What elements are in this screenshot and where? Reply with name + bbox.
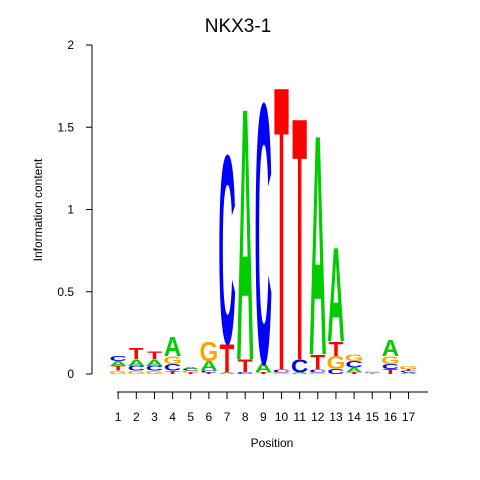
x-tick-label: 7 bbox=[224, 410, 231, 424]
x-axis: 1 2 3 4 5 6 7 8 9 10 11 12 13 14 15 16 17 bbox=[115, 391, 428, 424]
logo-letter-g: G bbox=[363, 372, 382, 373]
logo-letter-g: G bbox=[181, 370, 200, 373]
logo-letter-a: A bbox=[291, 372, 308, 375]
x-tick-label: 10 bbox=[275, 410, 289, 424]
logo-letter-t: T bbox=[401, 369, 416, 372]
logo-letter-a: A bbox=[218, 372, 235, 375]
logo-letter-c: C bbox=[273, 368, 291, 373]
x-axis-label: Position bbox=[251, 436, 294, 450]
logo-letter-t: T bbox=[292, 46, 307, 434]
chart-title: NKX3-1 bbox=[205, 16, 272, 37]
x-tick-label: 2 bbox=[133, 410, 140, 424]
logo-letter-g: G bbox=[127, 370, 146, 375]
logo-letter-t: T bbox=[329, 338, 344, 361]
x-tick-label: 17 bbox=[402, 410, 416, 424]
y-tick-label: 0.5 bbox=[57, 285, 74, 299]
logo-letter-t: T bbox=[183, 372, 198, 375]
logo-letter-a: A bbox=[400, 372, 417, 375]
logo-letter-c: C bbox=[327, 368, 345, 376]
logo-letter-t: T bbox=[147, 349, 162, 362]
x-tick-label: 13 bbox=[329, 410, 343, 424]
x-tick-label: 15 bbox=[366, 410, 380, 424]
x-tick-label: 14 bbox=[347, 410, 361, 424]
x-tick-label: 11 bbox=[293, 410, 306, 424]
logo-letter-t: T bbox=[256, 372, 271, 375]
logo-letter-a: A bbox=[309, 71, 326, 422]
logo-letter-t: T bbox=[383, 368, 398, 376]
logo-letter-a: A bbox=[109, 360, 127, 368]
x-tick-label: 4 bbox=[169, 410, 176, 424]
logo-letter-a: A bbox=[128, 357, 145, 368]
logo-letter-t: T bbox=[347, 372, 362, 375]
x-tick-label: 3 bbox=[151, 410, 158, 424]
logo-letter-a: A bbox=[164, 333, 181, 363]
y-tick-label: 0 bbox=[67, 367, 74, 381]
logo-letter-c: C bbox=[182, 369, 199, 372]
logo-letter-t: T bbox=[129, 345, 144, 363]
logo-letter-g: G bbox=[272, 372, 291, 375]
logo-letter-g: G bbox=[381, 354, 400, 367]
logo-letter-a: A bbox=[236, 33, 253, 437]
logo-letter-a: A bbox=[382, 335, 399, 360]
logo-letter-c: C bbox=[236, 372, 253, 375]
logo-letter-g: G bbox=[163, 354, 182, 367]
logo-letter-g: G bbox=[327, 353, 346, 374]
logo-letter-c: C bbox=[128, 365, 146, 373]
x-tick-label: 9 bbox=[260, 410, 267, 424]
logo-letter-a: A bbox=[182, 367, 199, 370]
x-tick-label: 16 bbox=[384, 410, 398, 424]
logo-letter-a: A bbox=[345, 366, 363, 374]
logo-letter-t: T bbox=[310, 351, 325, 374]
logo-letter-a: A bbox=[200, 359, 217, 374]
logo-letter-t: T bbox=[274, 2, 289, 457]
logo-letter-t: T bbox=[111, 365, 126, 373]
logo-letter-c: C bbox=[291, 356, 308, 377]
y-tick-label: 2 bbox=[67, 38, 74, 52]
logo-letter-t: T bbox=[202, 372, 217, 375]
x-tick-label: 8 bbox=[242, 410, 249, 424]
logo-letter-c: C bbox=[218, 99, 235, 400]
logo-letter-t: T bbox=[220, 336, 235, 382]
x-tick-label: 1 bbox=[115, 410, 122, 424]
logo-letter-c: C bbox=[400, 370, 417, 373]
x-tick-label: 12 bbox=[311, 410, 325, 424]
logo-letter-t: T bbox=[238, 356, 253, 377]
x-tick-label: 5 bbox=[187, 410, 194, 424]
logo-letter-g: G bbox=[145, 370, 164, 375]
logo-letter-c: C bbox=[345, 359, 362, 370]
logo-letter-t: T bbox=[365, 373, 381, 374]
logo-letter-a: A bbox=[364, 371, 381, 372]
logo-letter-c: C bbox=[255, 25, 272, 441]
logo-letter-a: A bbox=[327, 219, 344, 371]
logo-letter-c: C bbox=[146, 365, 164, 373]
logo-letter-c: C bbox=[164, 362, 181, 373]
y-axis: 0 0.5 1 1.5 2 bbox=[57, 38, 93, 381]
logo-letter-c: C bbox=[364, 371, 381, 372]
logo-letter-c: C bbox=[200, 370, 217, 373]
y-tick-label: 1 bbox=[67, 203, 74, 217]
logo-letter-c: C bbox=[382, 363, 400, 371]
logo-letter-g: G bbox=[308, 372, 327, 375]
logo-letter-a: A bbox=[255, 360, 272, 375]
y-tick-label: 1.5 bbox=[57, 120, 74, 134]
logo-letter-g: G bbox=[200, 337, 219, 367]
x-tick-label: 6 bbox=[206, 410, 213, 424]
logo-letter-c: C bbox=[109, 355, 127, 363]
logo-letter-g: G bbox=[345, 352, 364, 363]
logo-letter-a: A bbox=[146, 357, 163, 368]
logo-letter-g: G bbox=[109, 370, 128, 375]
y-axis-label: Information content bbox=[31, 158, 45, 261]
logo-letter-t: T bbox=[165, 370, 180, 375]
logo-letter-g: G bbox=[399, 365, 418, 370]
logo-letter-c: C bbox=[309, 368, 327, 373]
